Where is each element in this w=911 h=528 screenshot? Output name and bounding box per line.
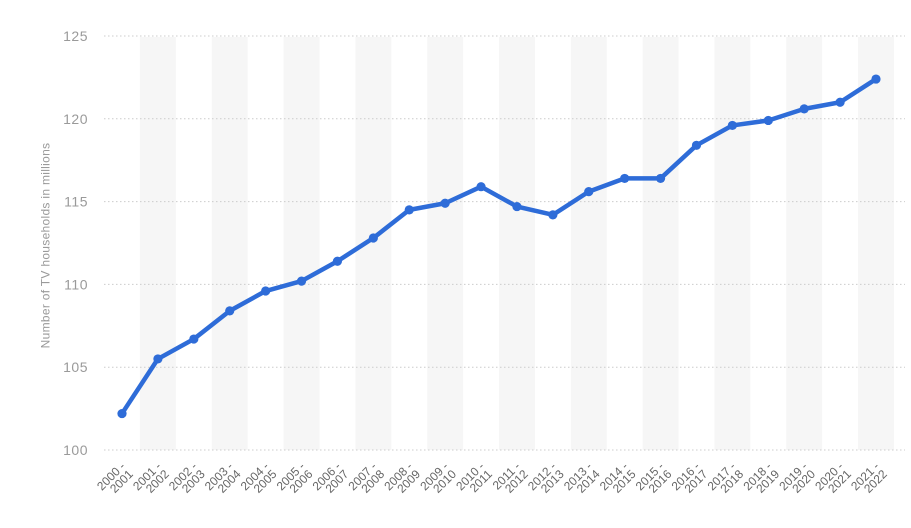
x-axis-tick-label: 2020 -2021	[812, 459, 854, 501]
data-point[interactable]	[512, 201, 522, 212]
x-axis-tick-label: 2008 -2009	[381, 459, 423, 501]
background-stripe	[858, 37, 894, 450]
data-point[interactable]	[261, 286, 271, 296]
y-axis-tick-label: 115	[64, 194, 88, 210]
data-point[interactable]	[368, 233, 378, 243]
data-point[interactable]	[548, 210, 558, 220]
line-series	[119, 76, 879, 416]
data-point[interactable]	[440, 198, 450, 208]
background-stripe	[714, 37, 751, 450]
data-point[interactable]	[655, 173, 666, 184]
x-axis-tick-label: 2007 -2008	[345, 459, 387, 501]
data-point[interactable]	[871, 74, 881, 84]
data-point[interactable]	[476, 182, 486, 192]
background-stripe	[570, 37, 607, 450]
data-point[interactable]	[117, 408, 127, 419]
data-point[interactable]	[225, 306, 235, 316]
background-stripe	[211, 37, 248, 450]
x-axis-tick-label: 2016 -2017	[669, 459, 711, 501]
x-axis-tick-label: 2015 -2016	[633, 459, 675, 501]
data-point[interactable]	[332, 256, 343, 266]
data-point[interactable]	[404, 205, 414, 215]
y-axis-tick-label: 125	[63, 28, 88, 44]
x-axis-tick-label: 2009 -2010	[417, 459, 459, 501]
x-axis-tick-label: 2001 -2002	[130, 459, 172, 501]
background-stripe	[139, 37, 176, 450]
data-point[interactable]	[835, 97, 845, 107]
data-point[interactable]	[153, 354, 163, 364]
background-stripe	[786, 37, 823, 450]
x-axis-tick-label: 2002 -2003	[166, 459, 208, 501]
background-stripe	[427, 37, 464, 450]
x-axis-tick-label: 2003 -2004	[202, 459, 244, 501]
y-axis-tick-label: 100	[63, 442, 88, 458]
background-stripe	[283, 37, 320, 450]
x-axis-tick-label: 2006 -2007	[310, 459, 352, 501]
data-point[interactable]	[763, 115, 773, 126]
x-axis-tick-label: 2013 -2014	[561, 459, 603, 501]
data-point[interactable]	[691, 140, 702, 150]
y-axis-tick-label: 105	[63, 359, 88, 375]
data-point[interactable]	[584, 187, 594, 197]
x-axis-tick-label: 2000 -2001	[94, 459, 136, 501]
x-axis-tick-label: 2019 -2020	[776, 459, 818, 501]
x-axis-tick-label: 2004 -2005	[238, 459, 280, 501]
x-axis-tick-label: 2018 -2019	[740, 459, 782, 501]
x-axis-tick-label: 2010 -2011	[453, 459, 495, 501]
data-point[interactable]	[620, 173, 630, 184]
x-axis-tick-label: 2011 -2012	[490, 459, 531, 500]
data-point[interactable]	[727, 120, 737, 131]
x-axis-tick-label: 2005 -2006	[274, 459, 316, 501]
data-point[interactable]	[189, 334, 199, 344]
background-stripe	[499, 37, 535, 450]
y-axis-tick-label: 110	[64, 276, 88, 292]
x-axis-tick-label: 2021 -2022	[848, 459, 890, 501]
data-point[interactable]	[799, 104, 809, 114]
x-axis-tick-label: 2014 -2015	[597, 459, 639, 501]
data-point[interactable]	[296, 276, 307, 286]
background-stripe	[642, 37, 679, 450]
x-axis-tick-label: 2012 -2013	[525, 459, 567, 501]
y-axis-tick-label: 120	[63, 111, 88, 127]
x-axis-tick-label: 2017 -2018	[705, 459, 747, 501]
